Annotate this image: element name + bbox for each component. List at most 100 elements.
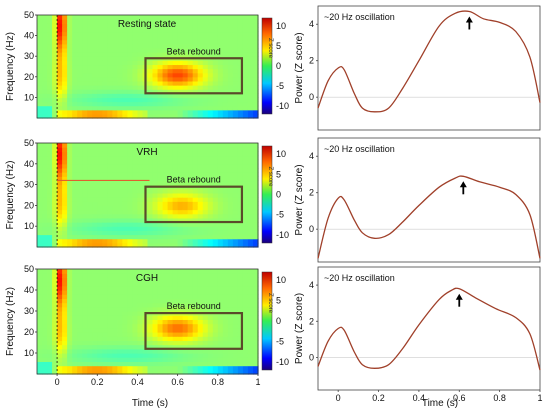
heatmap-cell — [42, 56, 48, 61]
heatmap-cell — [162, 201, 169, 206]
heatmap-cell — [107, 39, 113, 45]
heatmap-cell — [227, 340, 234, 346]
heatmap-cell — [92, 327, 98, 333]
heatmap-cell — [207, 277, 214, 283]
heatmap-cell — [117, 353, 123, 358]
heatmap-cell — [252, 109, 259, 115]
heatmap-cell — [37, 80, 43, 86]
heatmap-cell — [167, 27, 174, 33]
heatmap-cell — [112, 47, 118, 53]
heatmap-cell — [197, 205, 204, 211]
heatmap-cell — [82, 31, 88, 37]
heatmap-cell — [182, 105, 189, 111]
heatmap-cell — [67, 180, 73, 186]
heatmap-cell — [242, 290, 249, 295]
heatmap-cell — [247, 85, 254, 90]
heatmap-cell — [242, 93, 249, 98]
heatmap-cell — [247, 277, 254, 283]
heatmap-cell — [192, 269, 199, 274]
heatmap-cell — [52, 281, 58, 287]
heatmap-cell — [82, 85, 88, 90]
heatmap-cell — [207, 209, 214, 215]
heatmap-cell — [137, 201, 144, 206]
heatmap-cell — [137, 319, 144, 325]
heatmap-cell — [197, 89, 204, 94]
heatmap-cell — [182, 19, 189, 24]
heatmap-cell — [127, 306, 134, 312]
heatmap-cell — [227, 327, 234, 333]
heatmap-cell — [157, 285, 164, 291]
heatmap-cell — [177, 64, 184, 70]
heatmap-cell — [107, 242, 113, 248]
heatmap-cell — [92, 290, 98, 295]
heatmap-cell — [212, 234, 219, 240]
heatmap-cell — [67, 89, 73, 94]
heatmap-cell — [77, 353, 83, 358]
heatmap-cell — [122, 89, 129, 94]
heatmap-cell — [67, 72, 73, 78]
heatmap-cell — [242, 68, 249, 74]
heatmap-cell — [47, 72, 53, 78]
heatmap-cell — [107, 176, 113, 182]
heatmap-cell — [182, 344, 189, 350]
heatmap-cell — [112, 319, 118, 325]
heatmap-cell — [57, 101, 63, 107]
heatmap-cell — [97, 163, 103, 169]
heatmap-cell — [57, 357, 63, 362]
heatmap-cell — [47, 176, 53, 182]
heatmap-cell — [82, 201, 88, 206]
heatmap-cell — [87, 184, 93, 190]
heatmap-cell — [192, 143, 199, 148]
heatmap-cell — [137, 68, 144, 74]
heatmap-cell — [187, 68, 194, 74]
heatmap-cell — [252, 311, 259, 316]
heatmap-cell — [177, 143, 184, 148]
heatmap-cell — [97, 180, 103, 186]
heatmap-cell — [252, 89, 259, 94]
heatmap-cell — [162, 365, 169, 371]
heatmap-cell — [137, 242, 144, 248]
heatmap-cell — [182, 361, 189, 367]
heatmap-cell — [157, 80, 164, 86]
heatmap-cell — [92, 155, 98, 161]
heatmap-cell — [172, 222, 179, 227]
heatmap-cell — [157, 151, 164, 157]
heatmap-cell — [222, 201, 229, 206]
heatmap-cell — [202, 369, 209, 375]
heatmap-cell — [202, 167, 209, 173]
heatmap-cell — [247, 52, 254, 57]
heatmap-cell — [102, 281, 108, 287]
heatmap-cell — [227, 348, 234, 354]
heatmap-cell — [167, 238, 174, 244]
heatmap-cell — [242, 176, 249, 182]
heatmap-cell — [67, 319, 73, 325]
heatmap-cell — [67, 311, 73, 316]
heatmap-cell — [157, 336, 164, 341]
heatmap-cell — [242, 113, 249, 119]
heatmap-cell — [52, 147, 58, 152]
heatmap-cell — [127, 93, 134, 98]
heatmap-cell — [152, 357, 159, 362]
heatmap-cell — [207, 85, 214, 90]
heatmap-cell — [37, 155, 43, 161]
heatmap-cell — [197, 163, 204, 169]
heatmap-cell — [247, 344, 254, 350]
heatmap-cell — [237, 15, 244, 20]
heatmap-cell — [202, 213, 209, 219]
heatmap-cell — [142, 281, 149, 287]
heatmap-cell — [47, 201, 53, 206]
heatmap-cell — [67, 336, 73, 341]
heatmap-cell — [107, 151, 113, 157]
heatmap-cell — [162, 348, 169, 354]
heatmap-cell — [67, 273, 73, 278]
heatmap-cell — [212, 147, 219, 152]
heatmap-cell — [162, 285, 169, 291]
heatmap-cell — [182, 76, 189, 82]
heatmap-cell — [232, 47, 239, 53]
heatmap-cell — [177, 35, 184, 41]
heatmap-cell — [127, 64, 134, 70]
heatmap-cell — [72, 238, 78, 244]
heatmap-cell — [222, 192, 229, 198]
heatmap-cell — [52, 151, 58, 157]
heatmap-cell — [237, 340, 244, 346]
